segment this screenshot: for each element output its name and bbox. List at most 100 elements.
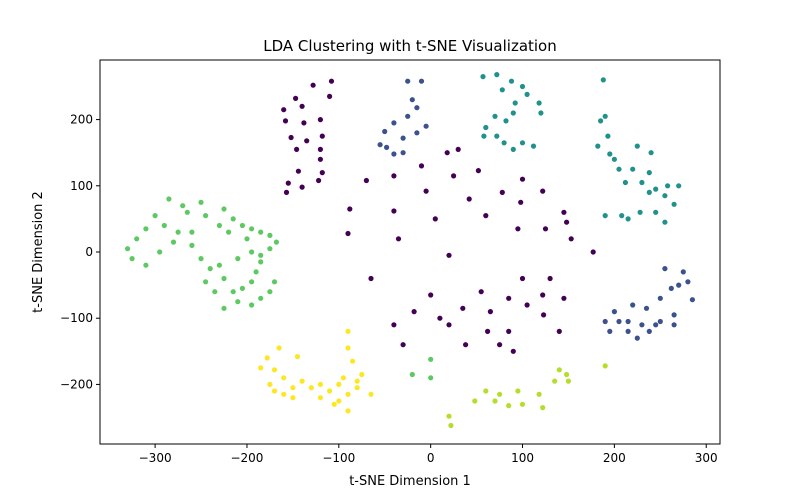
data-point [288,134,294,141]
y-tick-label: −200 [60,377,93,391]
data-point [665,183,671,189]
data-point [198,199,204,205]
data-point [317,156,323,162]
data-point [411,309,417,315]
data-point [634,143,640,149]
data-point [281,375,287,381]
data-point [637,209,643,215]
data-point [515,388,521,394]
data-point [423,123,429,129]
data-point [391,151,397,157]
data-point [414,130,420,136]
data-point [258,252,264,258]
data-point [143,226,149,232]
data-point [400,135,406,141]
data-point [428,356,434,362]
data-point [542,226,549,232]
y-tick-label: −100 [60,311,93,325]
data-point [639,179,645,186]
data-point [653,322,659,328]
data-point [143,262,149,268]
data-point [590,249,596,255]
data-point [258,295,264,301]
data-point [446,252,452,258]
data-point [295,168,301,174]
data-point [512,100,518,106]
data-point [267,289,273,295]
data-point [646,170,652,176]
data-point [483,213,489,219]
data-point [293,95,299,101]
data-point [662,219,668,225]
data-point [405,113,411,119]
data-point [605,133,611,139]
data-point [561,295,567,301]
data-point [622,179,629,186]
data-point [538,110,544,116]
data-point [519,83,526,90]
data-point [536,100,542,106]
data-point [483,124,489,131]
data-point [519,140,526,146]
data-point [267,246,273,252]
data-point [327,93,333,99]
data-point [472,398,478,404]
data-point [125,246,131,252]
data-point [290,395,296,401]
data-point [568,236,574,242]
x-tick-label: −300 [139,451,172,465]
y-tick-label: 200 [70,113,93,127]
data-point [444,150,450,156]
data-point [501,140,507,146]
data-point [492,398,498,404]
data-point [466,196,472,202]
data-point [221,275,227,282]
data-point [226,229,232,235]
data-point [662,193,668,199]
data-point [492,113,498,119]
data-point [497,391,503,397]
data-point [556,328,562,334]
data-point [611,309,618,315]
data-point [634,335,640,341]
data-point [552,378,558,384]
data-point [152,213,158,219]
data-point [359,371,365,378]
data-point [271,367,278,373]
data-point [189,229,195,235]
data-point [648,150,654,156]
data-point [189,242,195,248]
data-point [317,146,323,152]
data-point [316,177,322,184]
plot-frame [99,59,721,445]
data-point [519,401,526,407]
data-point [494,72,500,78]
data-point [347,206,353,212]
data-point [317,395,323,401]
data-point [239,222,245,229]
data-point [530,143,537,149]
data-point [680,269,686,275]
data-point [524,302,530,308]
data-point [221,305,227,311]
data-point [400,150,406,156]
data-point [485,328,491,334]
data-point [602,213,608,219]
data-point [643,305,650,311]
data-point [161,222,167,229]
data-point [363,177,369,184]
data-point [281,391,287,397]
data-point [345,328,351,334]
data-point [510,146,516,152]
data-point [239,285,245,291]
data-point [336,381,342,387]
data-point [497,342,503,348]
data-point [619,213,625,219]
data-point [377,142,383,148]
data-point [166,196,172,202]
data-point [253,269,259,275]
data-point [409,371,415,378]
data-point [600,77,606,83]
data-point [230,216,236,222]
